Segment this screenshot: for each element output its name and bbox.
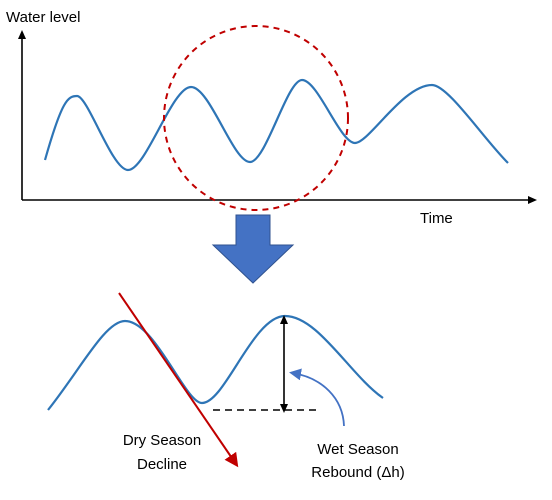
- dry-season-label-line1: Dry Season: [123, 432, 201, 449]
- wet-season-label-line2: Rebound (Δh): [311, 464, 404, 481]
- y-axis-label: Water level: [6, 9, 80, 26]
- top-chart: Water level Time: [6, 9, 533, 227]
- wet-season-label-line1: Wet Season: [317, 441, 398, 458]
- water-level-wave: [45, 80, 508, 170]
- zoom-down-arrow: [213, 215, 293, 283]
- callout-arrow: [293, 373, 344, 426]
- zoom-circle: [164, 26, 348, 210]
- bottom-chart: Dry Season Decline Wet Season Rebound (Δ…: [48, 293, 405, 481]
- x-axis-label: Time: [420, 210, 453, 227]
- dry-season-label-line2: Decline: [137, 456, 187, 473]
